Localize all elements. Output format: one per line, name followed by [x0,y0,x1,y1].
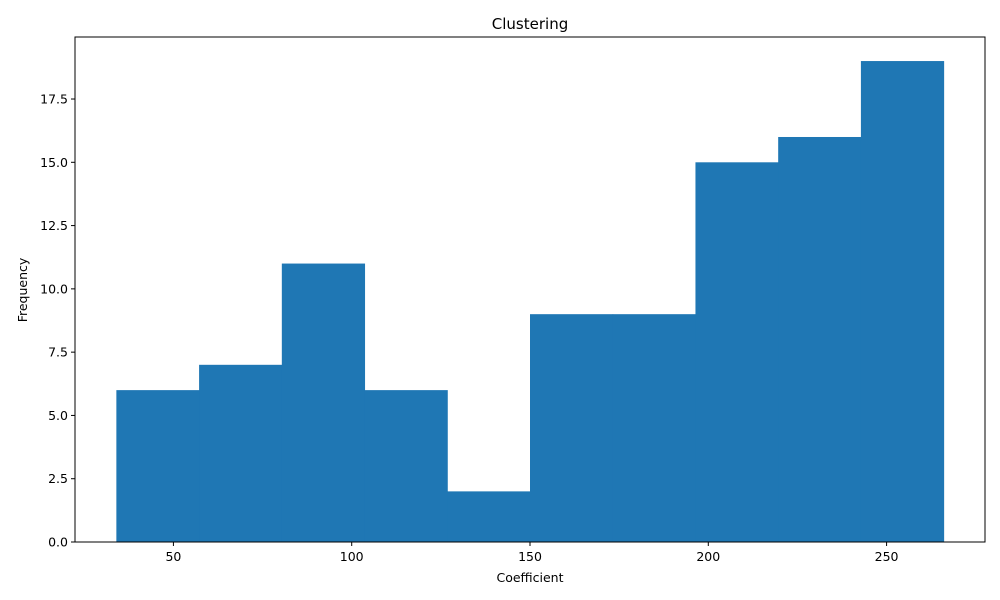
x-axis-label: Coefficient [496,570,563,585]
y-tick-label: 17.5 [40,92,68,107]
x-tick-label: 50 [165,549,181,564]
x-axis-ticks: 50 100 150 200 250 [165,542,899,564]
y-tick-label: 10.0 [40,281,68,296]
y-tick-label: 12.5 [40,218,68,233]
x-tick-label: 150 [518,549,542,564]
histogram-bar [530,314,614,542]
y-axis-ticks: 0.0 2.5 5.0 7.5 10.0 12.5 15.0 17.5 [40,92,75,550]
histogram-bar [860,61,945,543]
y-tick-label: 5.0 [48,408,68,423]
histogram-bar [778,136,862,542]
y-axis-label: Frequency [15,257,30,322]
x-tick-label: 100 [340,549,364,564]
x-tick-label: 250 [875,549,899,564]
histogram-bar [612,314,696,542]
histogram-bar [199,364,283,542]
y-tick-label: 15.0 [40,155,68,170]
histogram-bar [281,263,366,542]
chart-title: Clustering [492,15,568,33]
histogram-bar [695,162,779,542]
y-tick-label: 2.5 [48,471,68,486]
histogram-bar [364,390,448,542]
histogram-bar [447,491,531,542]
x-tick-label: 200 [696,549,720,564]
y-tick-label: 0.0 [48,535,68,550]
bars-group [116,61,945,543]
histogram-bar [116,390,200,542]
y-tick-label: 7.5 [48,345,68,360]
